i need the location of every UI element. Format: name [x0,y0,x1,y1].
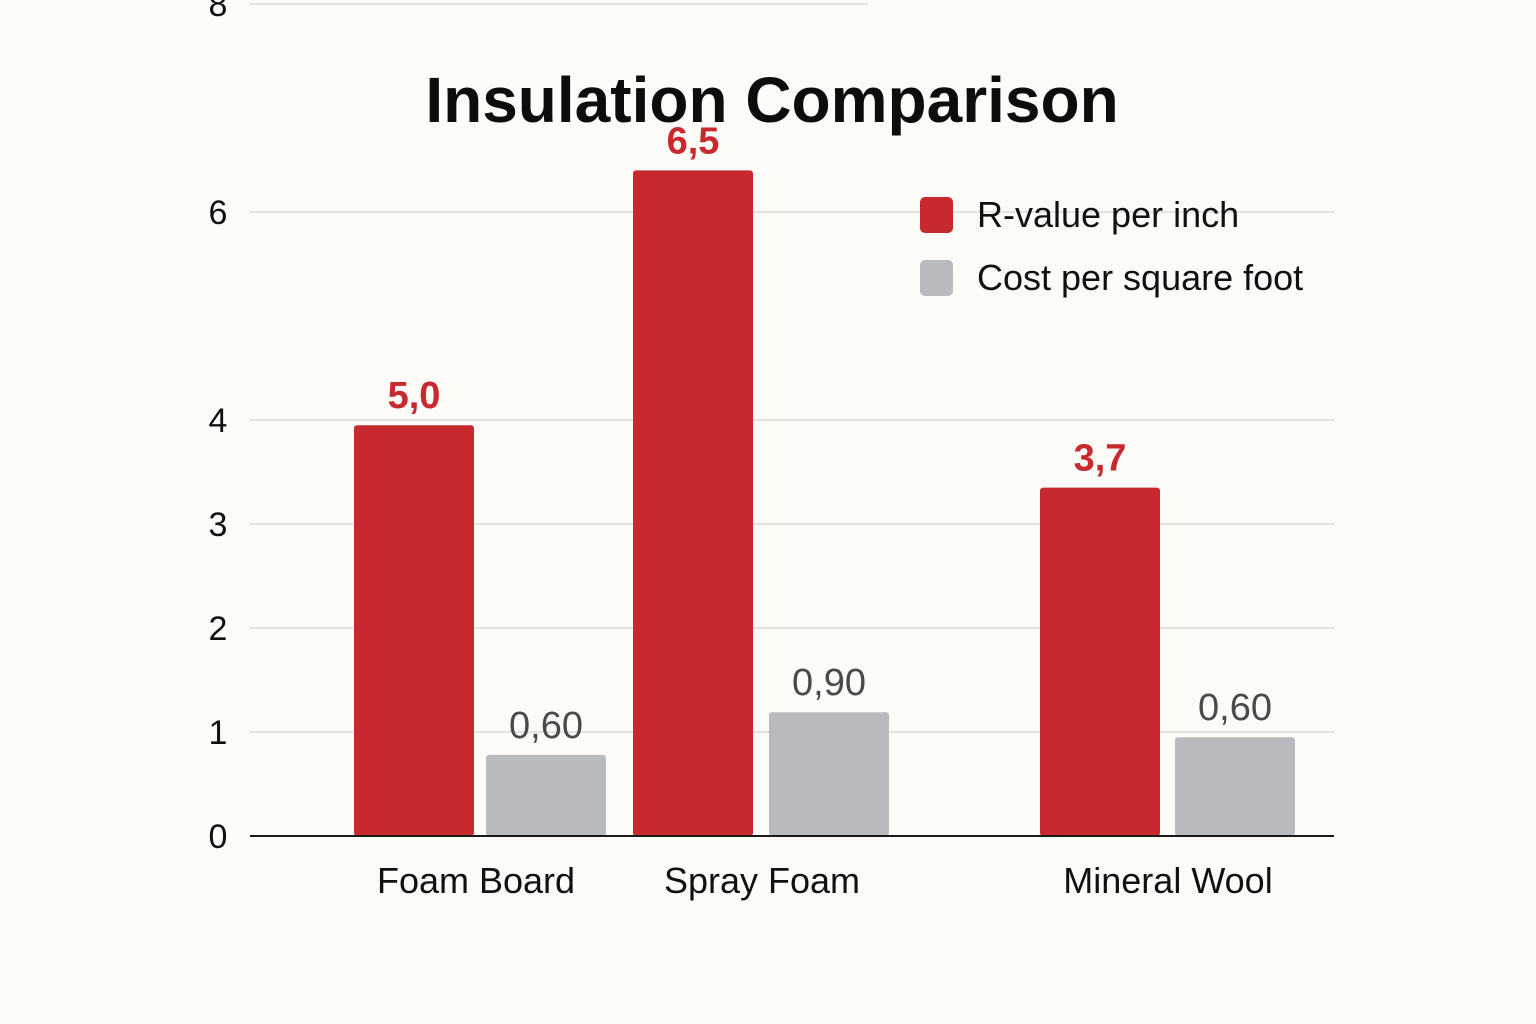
data-label-cost: 0,60 [1198,687,1272,729]
legend: R-value per inch Cost per square foot [920,194,1303,298]
x-category-label: Foam Board [377,860,575,901]
y-tick-label: 6 [209,194,228,232]
x-category-label: Spray Foam [664,860,860,901]
chart-title: Insulation Comparison [425,64,1118,136]
y-tick-label: 4 [209,402,228,440]
bar-cost [769,712,889,836]
legend-label-cost: Cost per square foot [977,257,1303,298]
data-label-r-value: 3,7 [1074,438,1127,480]
data-labels: 5,0 6,5 3,7 0,60 0,90 0,60 [388,120,1272,746]
bar-r-value [1040,487,1160,836]
bar-r-value [354,425,474,836]
x-category-label: Mineral Wool [1063,860,1272,901]
y-tick-label: 2 [209,610,228,648]
data-label-cost: 0,60 [509,705,583,747]
legend-swatch-cost [920,260,953,296]
bar-cost [1175,737,1295,836]
y-tick-label: 0 [209,818,228,856]
y-tick-label: 1 [209,714,228,752]
data-label-r-value: 5,0 [388,375,441,417]
data-label-r-value: 6,5 [667,120,720,162]
y-tick-label: 3 [209,506,228,544]
legend-label-r-value: R-value per inch [977,194,1239,235]
legend-swatch-r-value [920,197,953,233]
bar-cost [486,754,606,836]
x-axis-categories: Foam Board Spray Foam Mineral Wool [377,860,1273,901]
y-axis-ticks: 0 1 2 3 4 6 8 [209,0,228,856]
bars [354,170,1295,836]
bar-r-value [633,170,753,836]
data-label-cost: 0,90 [792,662,866,704]
y-tick-label: 8 [209,0,228,24]
